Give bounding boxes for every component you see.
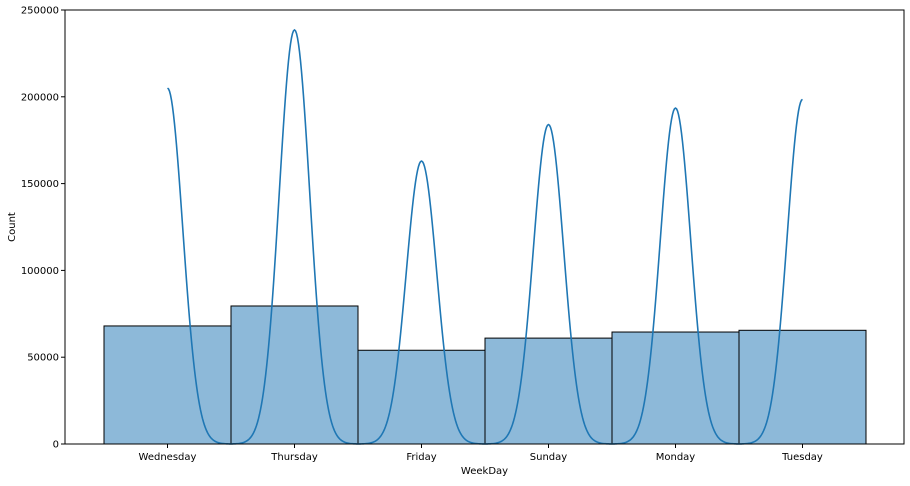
x-tick-label-thursday: Thursday [270,452,318,463]
bar-wednesday [103,325,232,445]
x-tick-label-sunday: Sunday [530,452,567,463]
bar-friday [357,349,486,445]
bar-thursday [230,305,359,445]
x-axis: Wednesday Thursday Friday Sunday Monday Tuesd… [139,444,823,463]
bar-tuesday [738,329,867,445]
y-tick-label: 250000 [21,6,59,17]
bars-layer [103,305,867,445]
x-tick-label-tuesday: Tuesday [781,452,823,463]
x-tick-label-friday: Friday [406,452,436,463]
y-axis-label: Count [7,212,18,242]
plot-frame [64,9,905,445]
x-tick-label-wednesday: Wednesday [139,452,197,463]
y-tick-label: 50000 [27,353,59,364]
y-axis: 0 50000 100000 150000 200000 250000 [21,6,65,451]
x-tick-label-monday: Monday [656,452,696,463]
y-tick-label: 100000 [21,266,59,277]
x-axis-label: WeekDay [461,466,508,477]
y-tick-label: 200000 [21,92,59,103]
y-tick-label: 0 [53,440,59,451]
bar-sunday [484,337,613,445]
y-tick-label: 150000 [21,179,59,190]
bar-monday [611,331,740,445]
